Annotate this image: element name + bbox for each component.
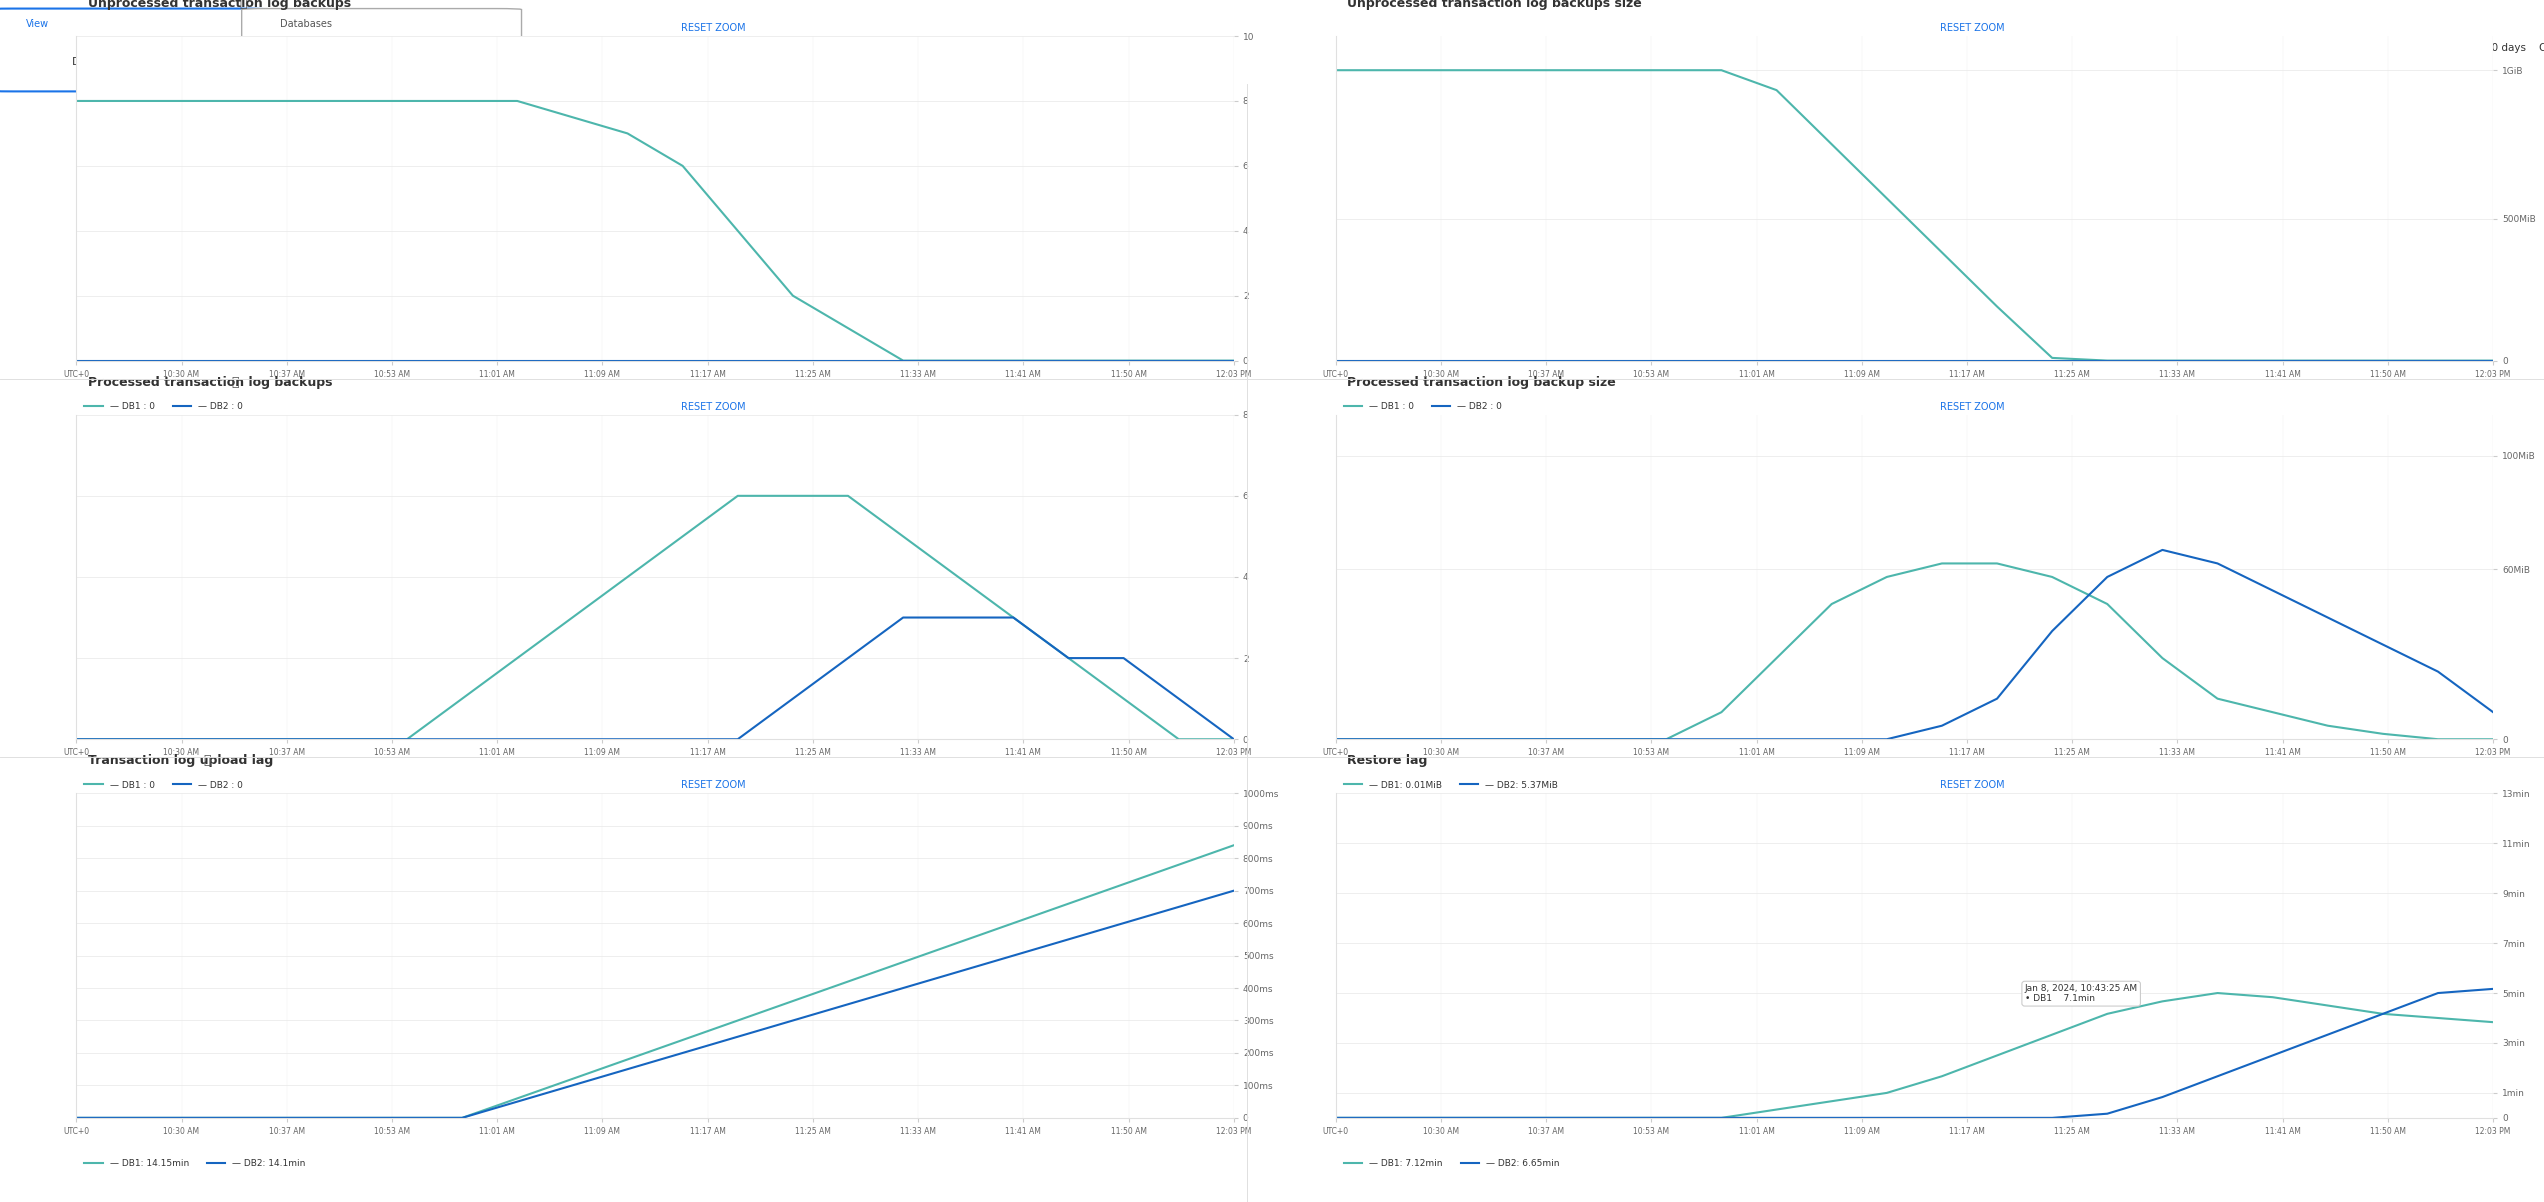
- Legend: — DB1: 0.01MiB, — DB2: 5.37MiB: — DB1: 0.01MiB, — DB2: 5.37MiB: [1341, 776, 1562, 793]
- Text: RESET ZOOM: RESET ZOOM: [682, 23, 745, 34]
- FancyBboxPatch shape: [0, 8, 267, 91]
- Text: ⓘ: ⓘ: [89, 376, 239, 388]
- Text: 30 days: 30 days: [2485, 42, 2526, 53]
- Text: Unprocessed transaction log backups: Unprocessed transaction log backups: [89, 0, 351, 10]
- Text: Transaction log upload lag: Transaction log upload lag: [89, 755, 272, 767]
- Text: Processed transaction log backups: Processed transaction log backups: [89, 376, 333, 388]
- Text: RESET ZOOM: RESET ZOOM: [682, 401, 745, 412]
- Text: RESET ZOOM: RESET ZOOM: [1941, 401, 2005, 412]
- Text: ⓘ: ⓘ: [89, 0, 247, 10]
- Legend: — DB1: 7.12min, — DB2: 6.65min: — DB1: 7.12min, — DB2: 6.65min: [1341, 1155, 1562, 1172]
- Text: ⓘ: ⓘ: [89, 755, 211, 767]
- Text: 7 days: 7 days: [2366, 42, 2402, 53]
- Text: Processed transaction log backup size: Processed transaction log backup size: [1348, 376, 1615, 388]
- Text: View: View: [25, 19, 48, 29]
- Text: DB1 and DB2: DB1 and DB2: [331, 56, 407, 67]
- Text: 14 days: 14 days: [2430, 42, 2470, 53]
- Legend: — DB1: 14.15min, — DB2: 14.1min: — DB1: 14.15min, — DB2: 14.1min: [81, 1155, 310, 1172]
- Legend: — DB1 : 0, — DB2 : 0: — DB1 : 0, — DB2 : 0: [1341, 398, 1506, 415]
- FancyBboxPatch shape: [242, 8, 522, 91]
- Text: Jan 8, 2024, 10:43:25 AM
• DB1    7.1min: Jan 8, 2024, 10:43:25 AM • DB1 7.1min: [2025, 984, 2137, 1004]
- Text: RESET ZOOM: RESET ZOOM: [682, 780, 745, 791]
- Text: Unprocessed transaction log backups size: Unprocessed transaction log backups size: [1348, 0, 1641, 10]
- Text: 1 day: 1 day: [2150, 42, 2178, 53]
- Text: ✓ 6 hours: ✓ 6 hours: [1921, 42, 1977, 53]
- Text: RESET ZOOM: RESET ZOOM: [1941, 23, 2005, 34]
- Text: ↻ REFRESH: ↻ REFRESH: [1654, 42, 1712, 53]
- Text: 1 hour: 1 hour: [1806, 42, 1839, 53]
- Text: ▾: ▾: [224, 56, 229, 67]
- Text: 4 days: 4 days: [2302, 42, 2338, 53]
- Text: Custom ▾: Custom ▾: [2539, 42, 2544, 53]
- Text: Restore lag: Restore lag: [1348, 755, 1427, 767]
- Text: 12 hours: 12 hours: [2048, 42, 2094, 53]
- Text: Databases: Databases: [280, 19, 331, 29]
- Text: RESET ZOOM: RESET ZOOM: [1941, 780, 2005, 791]
- Text: ▾: ▾: [471, 56, 476, 67]
- Legend: — DB1 : 0, — DB2 : 0: — DB1 : 0, — DB2 : 0: [81, 776, 247, 793]
- Legend: — DB1 : 0, — DB2 : 0: — DB1 : 0, — DB2 : 0: [81, 398, 247, 415]
- Text: Databases: Databases: [71, 56, 132, 67]
- Text: 2 days: 2 days: [2226, 42, 2262, 53]
